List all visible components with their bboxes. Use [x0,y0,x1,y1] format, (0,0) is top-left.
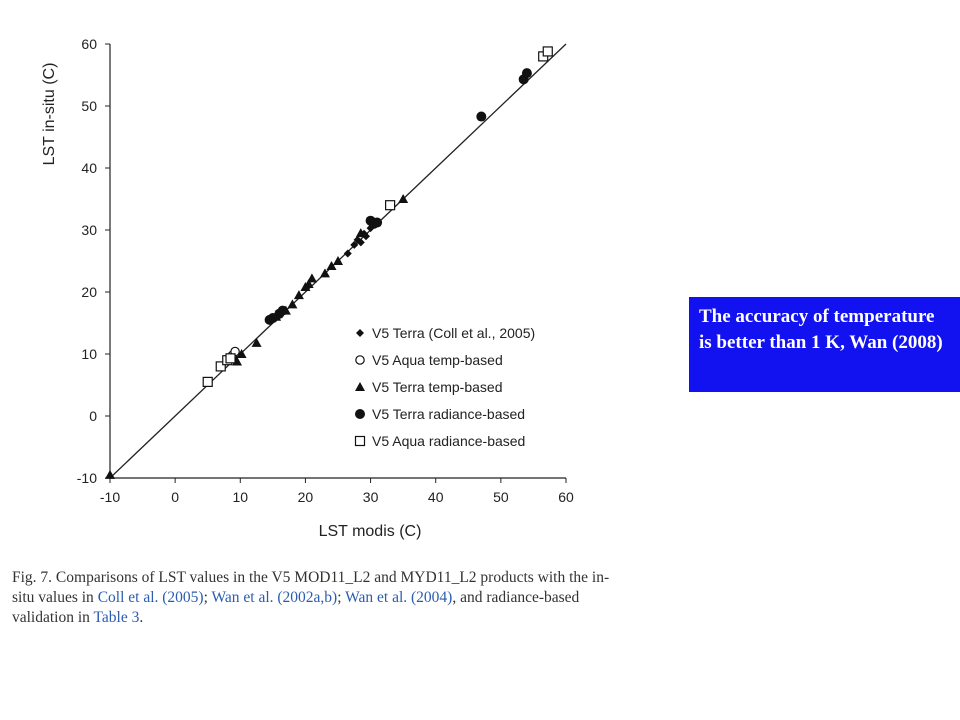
x-tick-label: 20 [298,489,314,505]
caption-text: , and radiance-based validation in [12,589,580,626]
accuracy-note-text: The accuracy of temperature is better th… [699,306,943,353]
caption-reference-link[interactable]: Coll et al. (2005) [97,589,204,606]
y-axis-ticks: -10 0 10 20 30 40 50 60 [77,36,110,486]
legend-label: V5 Terra radiance-based [372,406,525,422]
data-point [287,299,298,309]
x-tick-label: 50 [493,489,509,505]
y-tick-label: 50 [81,98,97,114]
data-point [215,361,226,372]
data-points [105,46,553,479]
data-point [372,217,383,228]
data-point [251,337,262,347]
data-point [356,238,365,247]
legend-label: V5 Aqua temp-based [372,352,503,368]
legend: V5 Terra (Coll et al., 2005) V5 Aqua temp… [354,325,535,449]
caption-text: ; [203,589,212,606]
lst-scatter-chart: -10 0 10 20 30 40 50 60 -10 0 10 20 30 40 50 60 LST mo… [41,36,574,540]
figure-caption: Fig. 7. Comparisons of LST values in the… [12,568,622,628]
caption-text: . [139,609,144,626]
x-tick-label: -10 [100,489,120,505]
y-axis-title: LST in-situ (C) [41,63,58,166]
accuracy-note-box: The accuracy of temperature is better th… [689,297,960,392]
data-point [306,273,317,283]
data-point [326,260,337,270]
data-point [236,349,247,358]
x-tick-label: 30 [363,489,379,505]
x-tick-label: 60 [558,489,574,505]
data-point [225,353,236,364]
data-point [542,46,553,57]
x-axis-title: LST modis (C) [319,523,422,540]
series-0 [343,224,375,258]
data-point [476,111,487,122]
legend-label: V5 Terra temp-based [372,379,502,395]
data-point [350,240,359,249]
legend-label: V5 Terra (Coll et al., 2005) [372,325,535,341]
y-tick-label: 20 [81,284,97,300]
series-4 [202,46,553,387]
caption-reference-link[interactable]: Table 3 [93,609,140,626]
caption-reference-link[interactable]: Wan et al. (2002a,b) [211,589,338,606]
data-point [303,278,314,288]
x-axis-ticks: -10 0 10 20 30 40 50 60 [100,478,574,505]
data-point [355,228,366,238]
data-point [343,249,352,258]
legend-marker [355,382,365,391]
legend-marker [355,355,365,365]
data-point [385,200,396,211]
caption-reference-link[interactable]: Wan et al. (2004) [345,589,453,606]
plot-frame [109,44,566,479]
data-point [105,469,115,479]
caption-text: Fig. 7. Comparisons of LST values in the… [12,569,610,606]
y-tick-label: 40 [81,160,97,176]
data-point [333,256,343,265]
caption-text: ; [337,589,346,606]
legend-marker [355,409,365,419]
y-tick-label: 30 [81,222,97,238]
data-point [521,68,532,79]
data-point [293,290,304,300]
data-point [277,305,288,316]
x-tick-label: 40 [428,489,444,505]
x-tick-label: 10 [232,489,248,505]
y-tick-label: -10 [77,470,97,486]
y-tick-label: 0 [89,408,97,424]
y-tick-label: 10 [81,346,97,362]
data-point [398,194,409,203]
data-point [319,268,330,278]
series-3 [264,68,532,325]
x-tick-label: 0 [171,489,179,505]
legend-marker [356,329,364,337]
data-point [202,376,213,387]
legend-label: V5 Aqua radiance-based [372,433,525,449]
legend-marker [354,435,366,447]
y-tick-label: 60 [81,36,97,52]
